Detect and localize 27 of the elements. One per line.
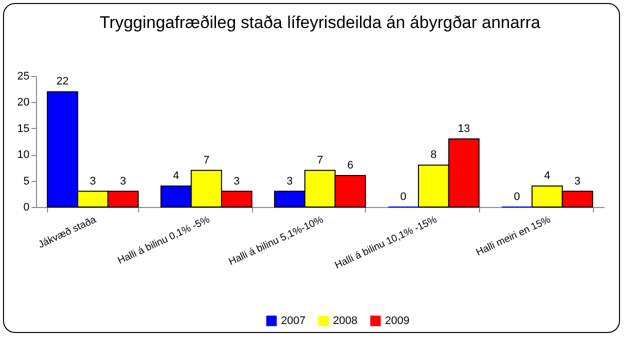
data-label: 0 bbox=[400, 191, 406, 203]
y-tick-label: 0 bbox=[23, 202, 30, 214]
y-tick-label: 15 bbox=[17, 122, 30, 135]
data-label: 0 bbox=[514, 191, 520, 203]
legend-label: 2007 bbox=[281, 314, 306, 327]
data-label: 7 bbox=[203, 154, 210, 166]
data-label: 13 bbox=[458, 122, 470, 135]
legend-label: 2009 bbox=[385, 314, 410, 327]
data-label: 4 bbox=[544, 170, 550, 182]
x-tick-label: Halli meiri en 15% bbox=[474, 214, 552, 259]
data-label: 3 bbox=[234, 175, 240, 188]
y-tick-label: 5 bbox=[23, 175, 30, 188]
x-tick-label: Halli á bilinu 0,1% -5% bbox=[116, 214, 212, 267]
data-label: 7 bbox=[316, 154, 324, 166]
data-label: 3 bbox=[574, 175, 581, 188]
data-label: 3 bbox=[286, 175, 293, 188]
y-tick-label: 25 bbox=[17, 70, 30, 82]
data-label: 3 bbox=[90, 175, 96, 188]
y-tick-label: 20 bbox=[17, 96, 30, 109]
y-tick-label: 10 bbox=[17, 149, 30, 162]
legend-label: 2008 bbox=[333, 314, 358, 327]
data-label: 8 bbox=[430, 149, 437, 162]
data-label: 4 bbox=[173, 170, 180, 182]
data-label: 3 bbox=[120, 175, 126, 188]
chart-title: Tryggingafræðileg staða lífeyrisdeilda án ábyrgðar annarra bbox=[100, 13, 541, 32]
data-label: 6 bbox=[347, 160, 354, 172]
data-label: 22 bbox=[56, 76, 69, 88]
